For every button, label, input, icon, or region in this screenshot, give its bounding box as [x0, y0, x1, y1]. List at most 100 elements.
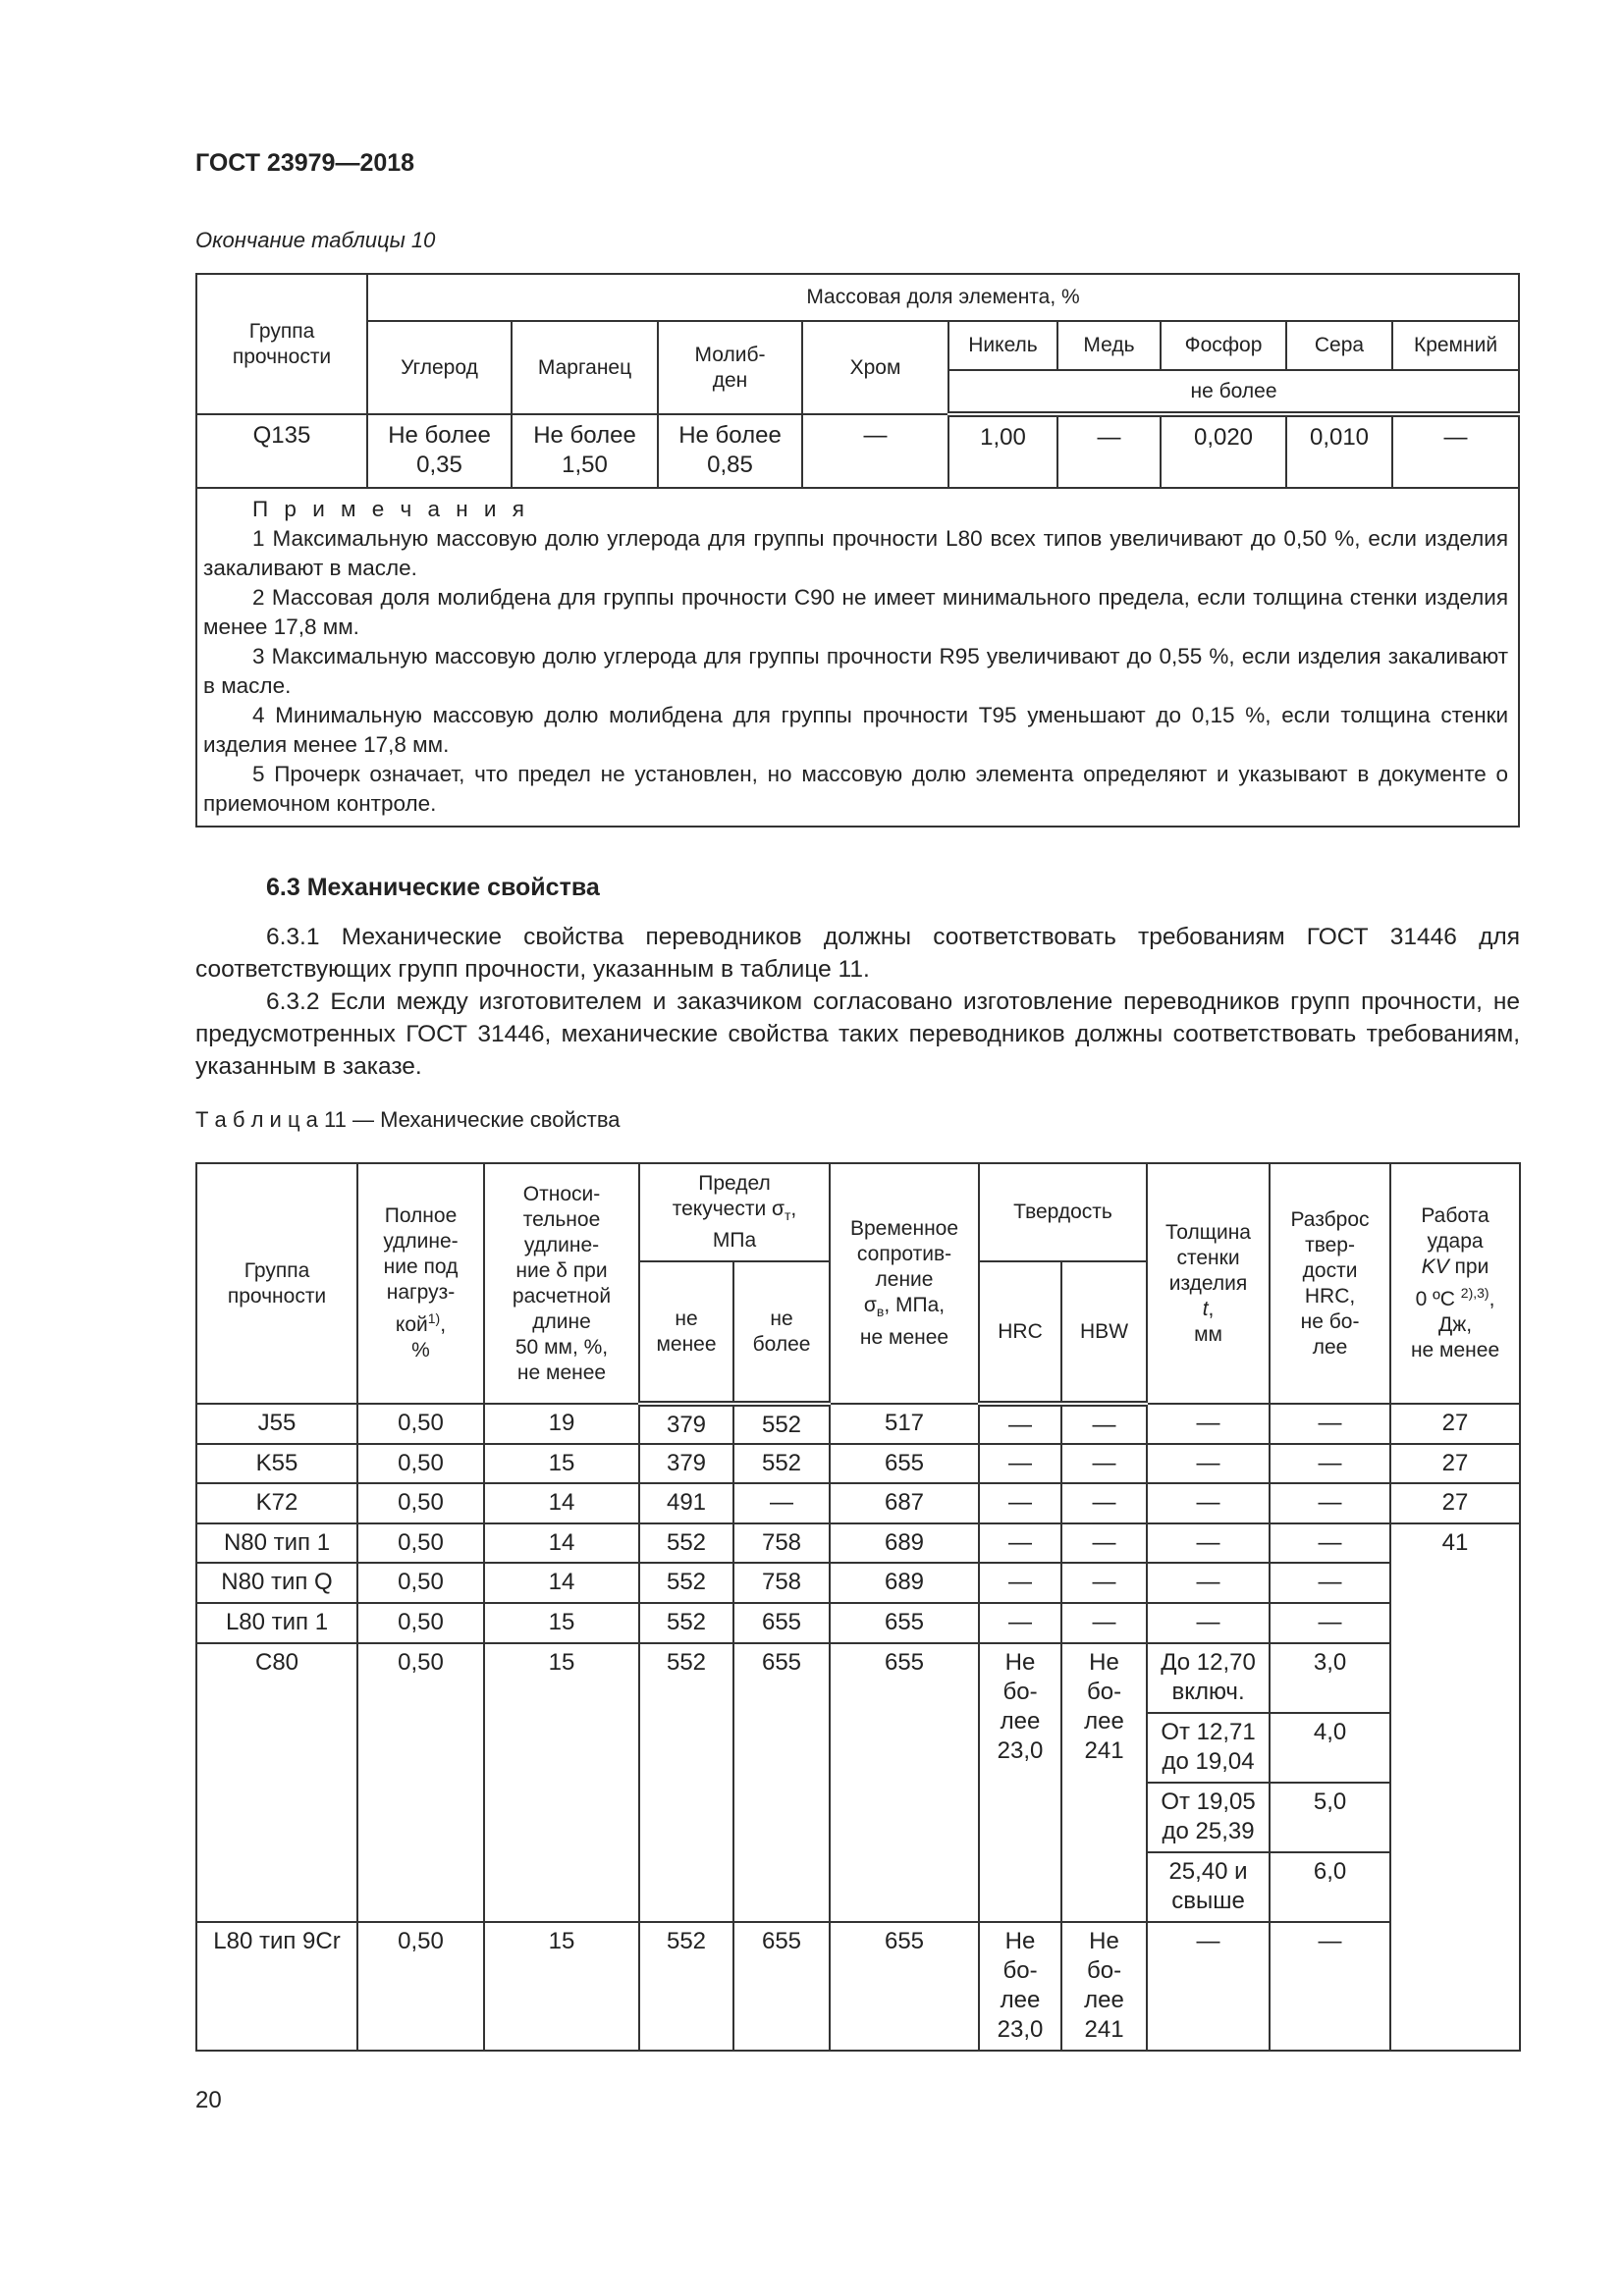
header-element: Медь [1056, 320, 1162, 371]
header-group: Группа прочности [195, 273, 368, 415]
table-cell: — [1060, 1562, 1149, 1604]
table-cell: 5,0 [1269, 1781, 1392, 1853]
table-cell: Не более 1,50 [511, 413, 659, 489]
table-cell: — [1269, 1920, 1392, 2052]
table-cell: 0,50 [356, 1522, 485, 1565]
table-cell: 15 [483, 1920, 640, 2052]
table-cell: 0,50 [356, 1920, 485, 2052]
table-cell: — [978, 1522, 1063, 1565]
note: 3 Максимальную массовую долю углерода дл… [203, 644, 1509, 698]
h-relative-elongation: Относи- тельное удлине- ние δ при расчет… [483, 1162, 640, 1405]
table-cell: 3,0 [1269, 1641, 1392, 1714]
table-cell: 552 [731, 1403, 832, 1445]
table-cell: — [1060, 1442, 1149, 1485]
h-text: Работа удара [1421, 1204, 1489, 1253]
h-hbw: HBW [1060, 1260, 1149, 1407]
header-element: Марганец [511, 320, 659, 415]
table-cell: 0,50 [356, 1482, 485, 1524]
header-element: Никель [947, 320, 1058, 371]
table-cell: 689 [829, 1522, 981, 1565]
table-cell: Не более 0,35 [366, 413, 513, 489]
table-cell: 1,00 [947, 413, 1058, 489]
table-cell: 655 [731, 1601, 832, 1644]
note: 5 Прочерк означает, что предел не устано… [203, 762, 1509, 816]
table-cell: От 19,05 до 25,39 [1146, 1781, 1272, 1853]
table-cell: — [1390, 413, 1521, 489]
table-cell: 491 [638, 1482, 734, 1524]
table-cell: 14 [483, 1522, 640, 1565]
table-cell: 379 [638, 1403, 734, 1445]
table-row: N80 тип Q 0,50 14 552 758 689— — — — [195, 1562, 1520, 1604]
table-cell: Не бо- лее 23,0 [978, 1920, 1063, 2052]
header-mass-fraction: Массовая доля элемента, % [365, 273, 1521, 322]
table-cell: — [1146, 1601, 1272, 1644]
table-cell: 15 [483, 1641, 640, 1923]
header-element: Углерод [366, 320, 513, 415]
table-cell: — [1060, 1482, 1149, 1524]
table-cell: 552 [731, 1442, 832, 1485]
table-cell: — [1269, 1442, 1392, 1485]
table-cell: 687 [829, 1482, 981, 1524]
table-cell: — [1146, 1482, 1272, 1524]
table-cell: 14 [483, 1562, 640, 1604]
header-element: Фосфор [1160, 320, 1287, 371]
table-cell: 27 [1389, 1403, 1522, 1445]
table-row: L80 тип 9Cr 0,50 15 552 655 655 Не бо- лее 23,… [195, 1920, 1520, 2052]
h-italic: t [1202, 1297, 1209, 1320]
table-cell: 0,50 [356, 1403, 485, 1445]
h-sub: т [785, 1207, 791, 1224]
table-cell: — [1269, 1403, 1392, 1445]
header-not-more: не более [947, 369, 1521, 417]
header-element: Молиб- ден [657, 320, 803, 415]
table-cell: 27 [1389, 1442, 1522, 1485]
table-cell: 552 [638, 1562, 734, 1604]
note: 2 Массовая доля молибдена для группы про… [203, 585, 1509, 639]
table-cell: 655 [829, 1601, 981, 1644]
h-total-elongation: Полное удлине- ние под нагруз- кой1), % [356, 1162, 485, 1405]
h-max: не более [731, 1260, 832, 1407]
table-cell: 0,50 [356, 1641, 485, 1923]
table-cell: Q135 [195, 413, 368, 489]
table-cell: 0,50 [356, 1601, 485, 1644]
h-text: Полное удлине- ние под нагруз- кой [383, 1204, 459, 1336]
h-text: Предел текучести σ [672, 1171, 785, 1220]
table-cell: — [978, 1562, 1063, 1604]
table-cell: 689 [829, 1562, 981, 1604]
paragraph-6-3-2: 6.3.2 Если между изготовителем и заказчи… [195, 988, 1520, 1080]
table-cell: 4,0 [1269, 1711, 1392, 1784]
table-cell: 552 [638, 1522, 734, 1565]
table-11: Группа прочности Полное удлине- ние под … [195, 1162, 1522, 2052]
table-cell: 25,40 и свыше [1146, 1850, 1272, 1923]
table-cell: L80 тип 9Cr [195, 1920, 358, 2052]
header-element: Сера [1285, 320, 1393, 371]
table-cell: 655 [731, 1641, 832, 1923]
section-title: 6.3 Механические свойства [266, 874, 600, 901]
table-cell: Не бо- лее 23,0 [978, 1641, 1063, 1923]
table-cell: 14 [483, 1482, 640, 1524]
h-min: не менее [638, 1260, 734, 1407]
table-cell: 552 [638, 1641, 734, 1923]
notes-title: П р и м е ч а н и я [252, 497, 529, 521]
table-cell: 0,020 [1160, 413, 1287, 489]
document-id: ГОСТ 23979—2018 [195, 149, 415, 177]
header-element: Кремний [1390, 320, 1521, 371]
h-text: , МПа, не менее [859, 1294, 949, 1349]
table-cell: — [1269, 1522, 1392, 1565]
table-cell: 655 [829, 1920, 981, 2052]
table-cell: — [1146, 1522, 1272, 1565]
paragraph-6-3-1: 6.3.1 Механические свойства переводников… [195, 924, 1520, 983]
table-cell: 517 [829, 1403, 981, 1445]
table-cell: 552 [638, 1920, 734, 2052]
header-element: Хром [801, 320, 949, 415]
table-cell: 0,50 [356, 1562, 485, 1604]
table-cell: — [1146, 1403, 1272, 1445]
h-text: , Дж, не менее [1410, 1288, 1500, 1362]
table-cell: 552 [638, 1601, 734, 1644]
table-cell: 758 [731, 1562, 832, 1604]
caption-text: 11 — Механические свойства [317, 1107, 621, 1132]
h-italic: KV [1421, 1255, 1449, 1278]
table-cell: 19 [483, 1403, 640, 1445]
table-row: От 12,71 до 19,04 4,0 [196, 1711, 1520, 1784]
h-yield: Предел текучести σт, МПа [637, 1162, 832, 1262]
caption-word: Т а б л и ц а [195, 1107, 318, 1132]
